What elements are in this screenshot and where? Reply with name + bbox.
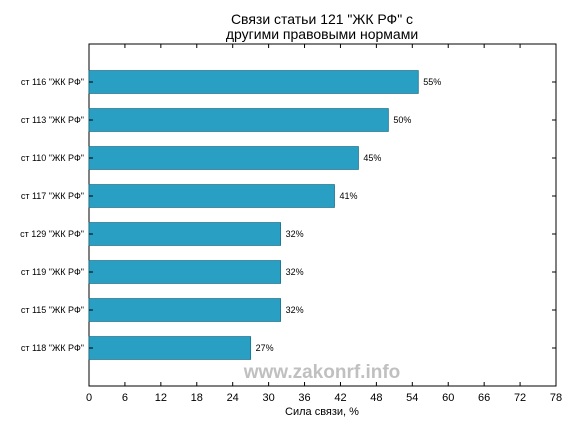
category-label: ст 115 "ЖК РФ" — [21, 305, 84, 315]
x-tick-label: 24 — [227, 392, 239, 404]
bar — [88, 184, 335, 208]
category-label: ст 119 "ЖК РФ" — [21, 267, 84, 277]
category-label: ст 118 "ЖК РФ" — [21, 343, 84, 353]
plot-frame — [88, 43, 557, 387]
bar — [88, 70, 419, 94]
x-tick-label: 72 — [514, 392, 526, 404]
bar-value-label: 55% — [423, 77, 441, 87]
bar-value-label: 50% — [393, 115, 411, 125]
bar-value-label: 41% — [339, 191, 357, 201]
bar-value-label: 32% — [286, 229, 304, 239]
bar-value-label: 45% — [363, 153, 381, 163]
category-label: ст 129 "ЖК РФ" — [20, 229, 84, 239]
category-label: ст 113 "ЖК РФ" — [21, 115, 84, 125]
bar — [88, 298, 281, 322]
chart-title-line-2: другими правовыми нормами — [226, 26, 418, 42]
x-tick-label: 60 — [442, 392, 454, 404]
x-axis-ticks: 0 6 12 18 24 30 36 42 48 54 60 66 72 78 — [86, 44, 562, 404]
x-tick-label: 36 — [298, 392, 310, 404]
x-tick-label: 12 — [155, 392, 167, 404]
x-tick-label: 30 — [262, 392, 274, 404]
x-tick-label: 66 — [478, 392, 490, 404]
category-label: ст 116 "ЖК РФ" — [21, 77, 84, 87]
bar — [88, 222, 281, 246]
bar-value-label: 27% — [256, 343, 274, 353]
bar-value-label: 32% — [286, 305, 304, 315]
x-tick-label: 54 — [406, 392, 418, 404]
x-tick-label: 42 — [334, 392, 346, 404]
bar — [88, 146, 359, 170]
x-tick-label: 78 — [550, 392, 562, 404]
x-tick-label: 48 — [370, 392, 382, 404]
category-label: ст 110 "ЖК РФ" — [21, 153, 84, 163]
bar — [88, 336, 252, 360]
x-tick-label: 6 — [122, 392, 128, 404]
bar — [88, 260, 281, 284]
bars-group: 55% ст 116 "ЖК РФ" 50% ст 113 "ЖК РФ" 45% ст … — [20, 70, 441, 360]
category-label: ст 117 "ЖК РФ" — [21, 191, 84, 201]
watermark: www.zakonrf.info — [243, 362, 401, 383]
x-axis-label: Сила связи, % — [285, 406, 359, 418]
x-tick-label: 18 — [191, 392, 203, 404]
x-tick-label: 0 — [86, 392, 92, 404]
bar — [88, 108, 389, 132]
chart-title-line-1: Связи статьи 121 "ЖК РФ" с — [231, 11, 413, 27]
bar-value-label: 32% — [286, 267, 304, 277]
